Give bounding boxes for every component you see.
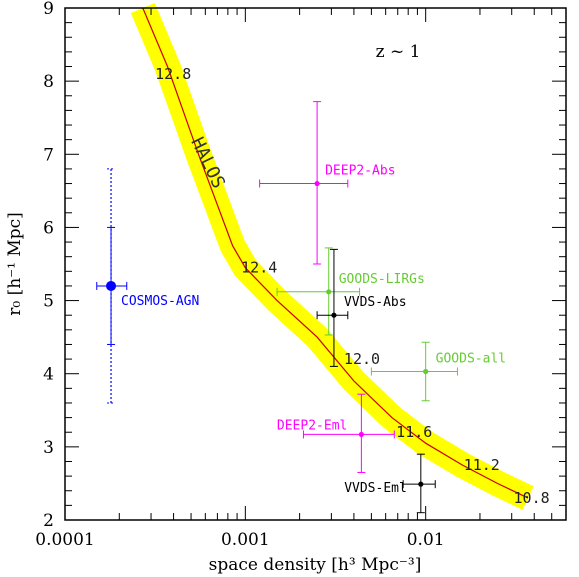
data-point-deep2-eml: DEEP2-Eml <box>277 393 395 473</box>
halo-curve-line <box>142 7 529 499</box>
halo-mass-label-2: 12.0 <box>344 350 380 368</box>
y-tick-label-5: 7 <box>43 145 54 165</box>
axis-ticks <box>64 7 567 521</box>
data-points-layer: COSMOS-AGN DEEP2-Abs GOODS-LIRGs VVDS-Abs GO… <box>96 101 506 514</box>
data-point-goods-lirgs: GOODS-LIRGs <box>276 247 425 336</box>
data-point-vvds-abs: VVDS-Abs <box>316 248 407 367</box>
y-tick-label-2: 4 <box>43 365 54 385</box>
data-point-marker <box>418 481 424 487</box>
halo-mass-label-1: 12.4 <box>241 259 277 277</box>
chart-title: z ~ 1 <box>376 42 421 62</box>
y-tick-label-4: 6 <box>43 218 54 238</box>
y-tick-label-7: 9 <box>43 0 54 19</box>
data-point-label: DEEP2-Abs <box>325 164 395 179</box>
data-point-label: VVDS-Abs <box>344 295 407 310</box>
data-point-label: DEEP2-Eml <box>277 418 347 433</box>
halo-curve-layer <box>142 7 529 499</box>
x-axis-title: space density [h³ Mpc⁻³] <box>209 555 422 575</box>
data-point-goods-all: GOODS-all <box>370 341 506 402</box>
data-point-marker <box>358 431 364 438</box>
y-tick-label-6: 8 <box>43 72 54 92</box>
data-point-deep2-abs: DEEP2-Abs <box>259 101 396 265</box>
y-tick-label-0: 2 <box>43 511 54 531</box>
halo-mass-label-3: 11.6 <box>396 423 432 441</box>
x-tick-label-0: 0.0001 <box>35 530 94 550</box>
axis-tick-labels: 0.0001 0.001 0.01 2 3 4 5 6 7 8 9 <box>35 0 444 550</box>
y-tick-label-1: 3 <box>43 438 54 458</box>
data-point-label: COSMOS-AGN <box>121 294 199 309</box>
y-tick-label-3: 5 <box>43 292 54 312</box>
data-point-vvds-eml: VVDS-Eml <box>344 453 436 514</box>
data-point-cosmos-agn: COSMOS-AGN <box>96 168 199 404</box>
data-point-marker <box>326 289 332 295</box>
data-point-marker <box>106 280 117 291</box>
plot-frame <box>64 7 567 521</box>
data-point-marker <box>331 312 337 318</box>
data-point-label: GOODS-all <box>436 352 506 367</box>
data-point-label: VVDS-Eml <box>344 481 407 496</box>
halo-mass-label-0: 12.8 <box>155 65 191 83</box>
data-point-marker <box>314 180 320 187</box>
y-axis-title: r₀ [h⁻¹ Mpc] <box>5 212 25 316</box>
halo-mass-label-4: 11.2 <box>464 456 500 474</box>
x-tick-label-2: 0.01 <box>407 530 445 550</box>
data-point-marker <box>423 368 429 375</box>
data-point-label: GOODS-LIRGs <box>339 272 425 287</box>
x-tick-label-1: 0.001 <box>221 530 270 550</box>
halo-mass-labels: 12.8 12.4 12.0 11.6 11.2 10.8 <box>155 65 550 507</box>
halo-mass-label-5: 10.8 <box>514 489 550 507</box>
